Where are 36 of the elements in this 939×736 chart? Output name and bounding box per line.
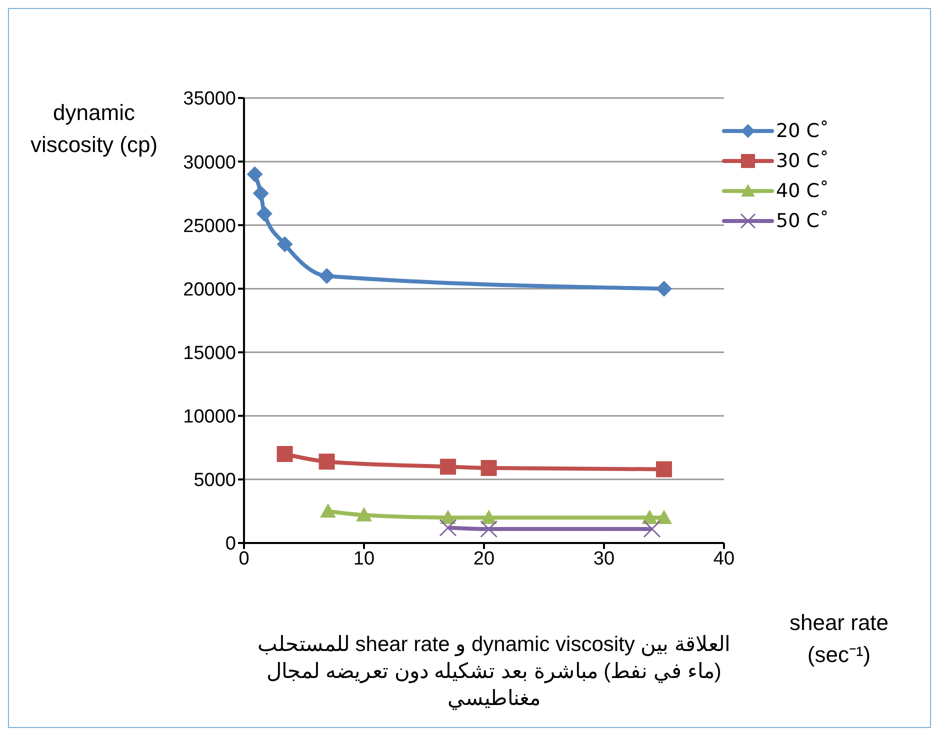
- point: [439, 518, 457, 536]
- x-tick-label: 0: [238, 548, 250, 570]
- x-tick-label: 40: [713, 548, 735, 570]
- point: [656, 461, 672, 478]
- point: [356, 507, 372, 522]
- y-axis-title: dynamic viscosity (cp): [29, 99, 159, 159]
- point: [320, 503, 336, 518]
- point: [440, 458, 456, 475]
- point: [252, 185, 269, 202]
- y-tick-label: 10000: [183, 406, 236, 428]
- y-tick-label: 0: [225, 534, 236, 555]
- text: العلاقة بين dynamic viscosity و shear rate للمستحلب (ماء في نفط) مباشرة بعد تشكيله دون تعريضه لمجال مغناطيسي: [256, 632, 732, 712]
- point: [656, 510, 672, 524]
- point: [480, 510, 497, 524]
- point: [256, 206, 272, 222]
- x-tick-label: 20: [473, 548, 495, 570]
- point: [656, 280, 672, 297]
- x-tick-label: 30: [593, 548, 615, 570]
- point: [480, 520, 498, 538]
- y-tick-label: 30000: [183, 152, 236, 174]
- y-tick-label: 15000: [183, 343, 236, 364]
- y-tick-label: 5000: [194, 470, 236, 492]
- point: [276, 236, 293, 252]
- y-tick-label: 20000: [183, 279, 236, 300]
- point: [276, 446, 293, 462]
- point: [642, 510, 658, 524]
- point: [643, 520, 661, 538]
- y-tick-label: 25000: [183, 216, 236, 237]
- x-axis-title: shear rate (sec⁻¹): [788, 609, 890, 669]
- point: [480, 460, 497, 476]
- y-tick-label: 35000: [183, 88, 236, 110]
- x-tick-label: 10: [353, 548, 375, 570]
- point: [318, 454, 335, 470]
- point: [246, 166, 263, 182]
- point: [440, 510, 456, 524]
- point: [318, 268, 335, 284]
